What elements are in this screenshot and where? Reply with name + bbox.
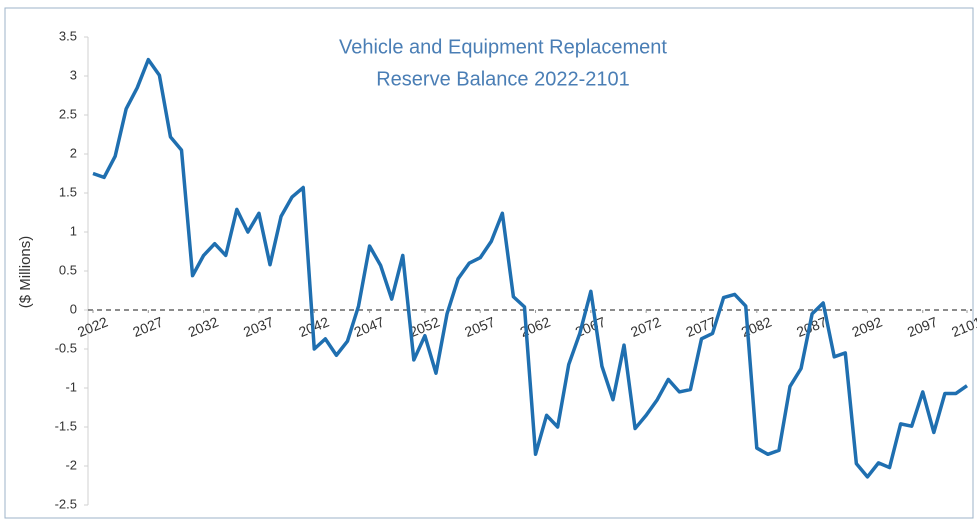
x-tick-label: 2047 (352, 313, 387, 340)
y-axis-label: ($ Millions) (17, 236, 34, 309)
y-tick-label: -0.5 (55, 340, 77, 355)
y-tick-label: -2.5 (55, 496, 77, 511)
x-tick-label: 2072 (628, 313, 663, 340)
x-tick-label: 2022 (75, 313, 110, 340)
y-tick-label: -1.5 (55, 418, 77, 433)
y-tick-label: 2 (70, 145, 77, 160)
y-tick-label: 2.5 (59, 106, 77, 121)
chart-title: Vehicle and Equipment Replacement (339, 36, 667, 58)
y-tick-label: -1 (65, 379, 77, 394)
x-tick-label: 2097 (905, 313, 940, 340)
x-tick-label: 2062 (518, 313, 553, 340)
x-tick-label: 2092 (850, 313, 885, 340)
data-line (92, 57, 969, 479)
y-tick-label: 3.5 (59, 28, 77, 43)
chart-title: Reserve Balance 2022-2101 (376, 68, 630, 90)
y-tick-label: 1.5 (59, 184, 77, 199)
x-tick-label: 2027 (130, 313, 165, 340)
x-tick-label: 2082 (739, 313, 774, 340)
y-tick-label: 3 (70, 67, 77, 82)
x-tick-label: 2057 (462, 313, 497, 340)
x-tick-label: 2032 (186, 313, 221, 340)
frame (4, 7, 974, 519)
y-tick-label: 0.5 (59, 262, 77, 277)
y-tick-label: -2 (65, 457, 77, 472)
x-tick-label: 2037 (241, 313, 276, 340)
y-tick-label: 1 (70, 223, 77, 238)
y-tick-label: 0 (70, 301, 77, 316)
